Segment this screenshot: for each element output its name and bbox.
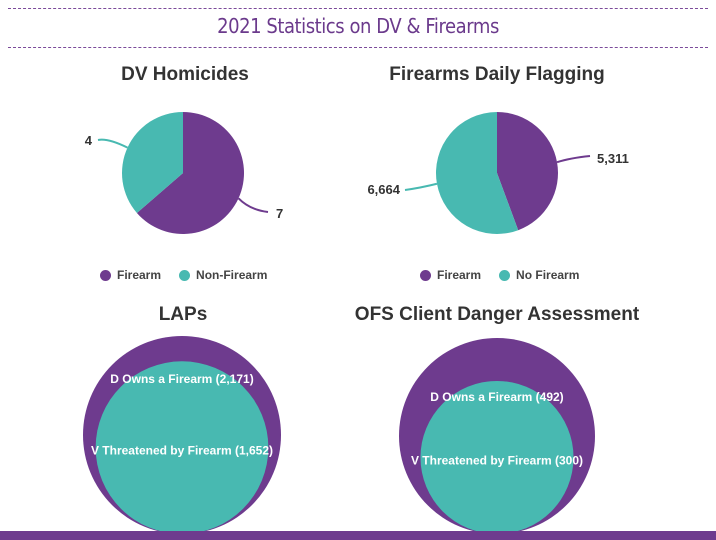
bubble3-inner-label: V Threatened by Firearm (300) (411, 453, 583, 467)
legend-item-non-firearm: Non-Firearm (179, 268, 267, 282)
chart-title-dv-homicides: DV Homicides (121, 64, 249, 85)
title-dashed-line (8, 47, 708, 48)
chart-title-firearms-daily-flagging: Firearms Daily Flagging (389, 64, 605, 85)
legend-swatch-no-firearm (499, 269, 511, 281)
bubble2-outer-label: D Owns a Firearm (2,171) (110, 372, 253, 386)
pie0-data-label-0: 7 (276, 206, 283, 221)
legend-item-firearm-2: Firearm (420, 268, 481, 282)
legend-label-firearm: Firearm (117, 268, 162, 282)
pie1-data-label-1: 6,664 (367, 182, 400, 197)
chart-title-ofs-danger: OFS Client Danger Assessment (354, 304, 640, 325)
legend-swatch-firearm-2 (420, 269, 431, 281)
pie1-leader-1 (404, 182, 438, 191)
pie1-leader-0 (556, 155, 591, 164)
legend-label-firearm-2: Firearm (437, 268, 482, 282)
bubble3-inner (420, 380, 574, 534)
pie1-slice-0 (497, 112, 558, 231)
bubble2-inner (95, 361, 269, 534)
legend-item-no-firearm: No Firearm (499, 268, 579, 282)
legend-label-non-firearm: Non-Firearm (196, 268, 268, 282)
page-title: 2021 Statistics on DV & Firearms (217, 14, 499, 38)
pie0-slice-0 (136, 112, 245, 234)
bubble2-inner-label: V Threatened by Firearm (1,652) (91, 444, 273, 458)
legend-dv-homicides: Firearm Non-Firearm (100, 268, 267, 282)
legend-swatch-non-firearm (179, 269, 191, 281)
pie0-leader-1 (97, 138, 128, 149)
pie0-slice-1 (122, 112, 183, 213)
pie0-data-label-1: 4 (85, 133, 93, 148)
pie0-leader-0 (237, 197, 269, 213)
legend-swatch-firearm (100, 269, 111, 281)
bubble3-outer-label: D Owns a Firearm (492) (430, 390, 563, 404)
pie1-slice-1 (435, 112, 519, 235)
legend-label-no-firearm: No Firearm (516, 268, 580, 282)
legend-item-firearm: Firearm (100, 268, 161, 282)
pie1-data-label-0: 5,311 (597, 151, 629, 166)
bottom-bar (0, 531, 716, 540)
chart-title-laps: LAPs (158, 304, 208, 325)
top-dashed-line (8, 8, 708, 9)
legend-firearms-flagging: Firearm No Firearm (420, 268, 579, 282)
